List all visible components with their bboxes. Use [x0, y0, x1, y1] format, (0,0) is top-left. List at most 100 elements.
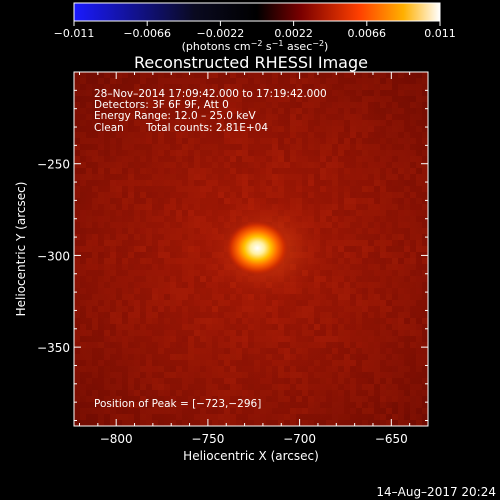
texture-cell [194, 330, 200, 336]
texture-cell [362, 276, 368, 282]
texture-cell [188, 342, 194, 348]
texture-cell [416, 330, 422, 336]
texture-cell [128, 90, 134, 96]
texture-cell [164, 378, 170, 384]
texture-cell [104, 120, 110, 126]
texture-cell [224, 312, 230, 318]
texture-cell [110, 72, 116, 78]
texture-cell [86, 234, 92, 240]
texture-cell [248, 150, 254, 156]
texture-cell [332, 120, 338, 126]
texture-cell [188, 264, 194, 270]
texture-cell [302, 396, 308, 402]
texture-cell [152, 312, 158, 318]
texture-cell [176, 150, 182, 156]
texture-cell [296, 72, 302, 78]
texture-cell [386, 348, 392, 354]
texture-cell [224, 372, 230, 378]
texture-cell [200, 204, 206, 210]
texture-cell [302, 414, 308, 420]
texture-cell [350, 288, 356, 294]
texture-cell [122, 228, 128, 234]
texture-cell [164, 246, 170, 252]
texture-cell [362, 246, 368, 252]
texture-cell [134, 168, 140, 174]
texture-cell [368, 390, 374, 396]
texture-cell [152, 402, 158, 408]
texture-cell [152, 414, 158, 420]
texture-cell [338, 300, 344, 306]
texture-cell [344, 84, 350, 90]
texture-cell [272, 348, 278, 354]
texture-cell [368, 120, 374, 126]
texture-cell [80, 258, 86, 264]
texture-cell [98, 336, 104, 342]
texture-cell [368, 150, 374, 156]
texture-cell [212, 174, 218, 180]
texture-cell [134, 192, 140, 198]
texture-cell [338, 348, 344, 354]
texture-cell [308, 378, 314, 384]
texture-cell [398, 252, 404, 258]
texture-cell [128, 306, 134, 312]
texture-cell [344, 96, 350, 102]
texture-cell [344, 186, 350, 192]
texture-cell [314, 360, 320, 366]
texture-cell [80, 354, 86, 360]
texture-cell [80, 324, 86, 330]
texture-cell [104, 252, 110, 258]
texture-cell [374, 294, 380, 300]
texture-cell [206, 372, 212, 378]
texture-cell [368, 264, 374, 270]
texture-cell [110, 402, 116, 408]
texture-cell [134, 258, 140, 264]
texture-cell [122, 246, 128, 252]
texture-cell [104, 186, 110, 192]
texture-cell [224, 156, 230, 162]
texture-cell [308, 162, 314, 168]
texture-cell [422, 114, 428, 120]
texture-cell [272, 144, 278, 150]
texture-cell [332, 276, 338, 282]
texture-cell [98, 228, 104, 234]
texture-cell [422, 354, 428, 360]
texture-cell [158, 348, 164, 354]
texture-cell [176, 144, 182, 150]
texture-cell [194, 144, 200, 150]
texture-cell [170, 120, 176, 126]
texture-cell [104, 180, 110, 186]
texture-cell [164, 252, 170, 258]
texture-cell [176, 252, 182, 258]
texture-cell [248, 342, 254, 348]
texture-cell [236, 306, 242, 312]
texture-cell [296, 318, 302, 324]
texture-cell [302, 384, 308, 390]
texture-cell [290, 294, 296, 300]
texture-cell [290, 390, 296, 396]
texture-cell [266, 174, 272, 180]
texture-cell [314, 144, 320, 150]
texture-cell [134, 180, 140, 186]
texture-cell [350, 264, 356, 270]
texture-cell [116, 318, 122, 324]
texture-cell [230, 162, 236, 168]
texture-cell [200, 264, 206, 270]
texture-cell [110, 354, 116, 360]
texture-cell [368, 108, 374, 114]
texture-cell [386, 210, 392, 216]
texture-cell [374, 228, 380, 234]
texture-cell [98, 132, 104, 138]
texture-cell [140, 204, 146, 210]
texture-cell [188, 354, 194, 360]
texture-cell [290, 138, 296, 144]
texture-cell [116, 114, 122, 120]
texture-cell [356, 372, 362, 378]
texture-cell [410, 390, 416, 396]
texture-cell [74, 282, 80, 288]
texture-cell [122, 114, 128, 120]
texture-cell [296, 372, 302, 378]
texture-cell [410, 210, 416, 216]
texture-cell [140, 408, 146, 414]
texture-cell [284, 144, 290, 150]
texture-cell [314, 198, 320, 204]
